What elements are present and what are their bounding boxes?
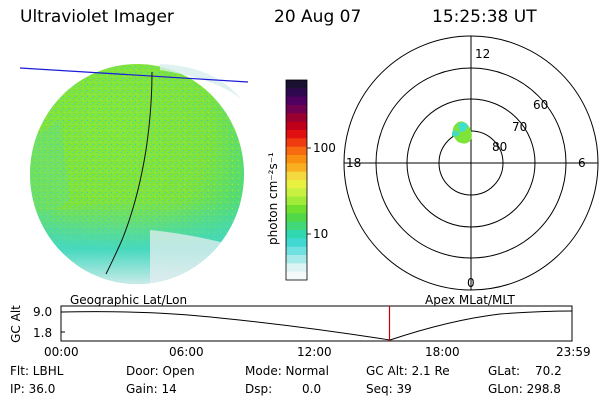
colorbar-segment [286, 130, 307, 139]
gc-alt-info: GC Alt: 2.1 Re [366, 364, 450, 378]
limb-line [19, 67, 249, 83]
colorbar-segment [286, 138, 307, 148]
time-tick-1200: 12:00 [297, 345, 332, 359]
lat-label-60: 60 [533, 98, 549, 112]
colorbar-segment [286, 146, 307, 156]
polar-plot [343, 35, 599, 291]
colorbar-segment [286, 246, 307, 256]
colorbar-segment [286, 163, 307, 173]
auroral-blob [452, 121, 472, 144]
colorbar-segment [286, 213, 307, 223]
time-tick-1800: 18:00 [425, 345, 460, 359]
alt-tick-1-8: 1.8 [33, 326, 53, 340]
colorbar-segment [286, 255, 307, 264]
colorbar-segment [286, 230, 307, 239]
filter-info: Flt: LBHL [10, 364, 64, 378]
app-title: Ultraviolet Imager [20, 7, 174, 27]
dsp-value: 0.0 [302, 382, 322, 396]
colorbar-segment [286, 113, 307, 123]
colorbar-segment [286, 196, 307, 206]
terminator-line [105, 71, 153, 275]
altitude-curve [60, 310, 573, 341]
colorbar-tick-100: 100 [313, 141, 336, 155]
time-tick-2359: 23:59 [556, 345, 591, 359]
colorbar-segment [286, 80, 307, 89]
colorbar-segment [286, 121, 307, 131]
colorbar-segment [286, 180, 307, 189]
colorbar-segment [286, 263, 307, 273]
colorbar-segment [286, 271, 307, 281]
gain-info: Gain: 14 [126, 382, 177, 396]
sequence-info: Seq: 39 [366, 382, 412, 396]
altitude-strip [60, 305, 573, 342]
colorbar-segment [286, 96, 307, 106]
colorbar-unit-label: photon cm⁻²s⁻¹ [266, 152, 280, 245]
glat-info: GLat: [488, 364, 521, 378]
time-label: 15:25:38 UT [432, 7, 537, 27]
time-tick-0600: 06:00 [169, 345, 204, 359]
mlt-label-12: 12 [475, 47, 491, 61]
time-tick-0000: 00:00 [44, 345, 79, 359]
limb-haze [160, 64, 242, 100]
colorbar-segment [286, 88, 307, 98]
mlt-label-6: 6 [578, 156, 586, 170]
mlt-label-0: 0 [467, 276, 475, 290]
colorbar-segment [286, 188, 307, 198]
lat-label-70: 70 [512, 120, 528, 134]
date-label: 20 Aug 07 [274, 7, 362, 27]
door-info: Door: Open [126, 364, 195, 378]
earth-image [19, 64, 249, 284]
gc-alt-axis-label: GC Alt [9, 305, 23, 343]
alt-tick-9: 9.0 [33, 305, 53, 319]
dsp-info: Dsp: [245, 382, 273, 396]
mlt-label-18: 18 [346, 156, 362, 170]
altitude-plot-frame [60, 305, 573, 342]
mode-info: Mode: Normal [245, 364, 329, 378]
colorbar-segment [286, 155, 307, 164]
colorbar-segment [286, 171, 307, 181]
colorbar-segment [286, 105, 307, 114]
colorbar-tick-10: 10 [313, 227, 329, 241]
colorbar-segment [286, 221, 307, 231]
glon-info: GLon: 298.8 [488, 382, 561, 396]
ip-info: IP: 36.0 [10, 382, 56, 396]
colorbar-segment [286, 205, 307, 214]
colorbar [286, 80, 307, 281]
geographic-label: Geographic Lat/Lon [70, 293, 188, 307]
apex-label: Apex MLat/MLT [425, 293, 515, 307]
lat-label-80: 80 [492, 140, 508, 154]
glat-value: 70.2 [535, 364, 562, 378]
colorbar-segment [286, 238, 307, 248]
